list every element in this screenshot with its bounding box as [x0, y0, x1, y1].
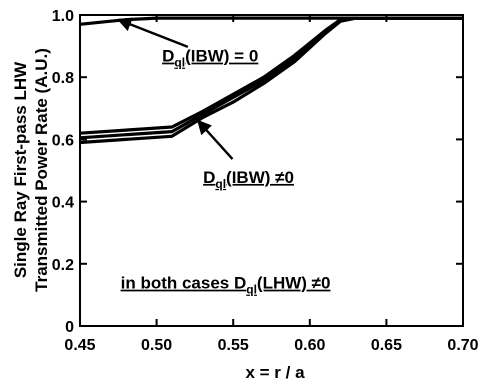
annotation-main: in both cases D	[121, 274, 247, 293]
plot-frame	[79, 14, 464, 327]
annotation-label-2: Dql(IBW) ≠0	[203, 168, 294, 191]
y-tick-label: 0.4	[52, 195, 74, 212]
annotation-label-1: Dql(IBW) = 0	[162, 47, 258, 70]
annotation-main: D	[203, 168, 215, 187]
y-axis-label-line1: Single Ray First-pass LHW	[11, 61, 30, 278]
annotation-subscript: ql	[246, 283, 257, 297]
series-line-2	[79, 16, 463, 145]
annotation-main: D	[162, 47, 174, 66]
annotation-label-3: in both cases Dql(LHW) ≠0	[121, 274, 331, 297]
annotation-arrow-1	[116, 17, 189, 49]
x-tick-label: 0.45	[64, 337, 95, 354]
annotation-arrow-2	[197, 119, 234, 160]
annotation-rest: (LHW) ≠0	[257, 274, 331, 293]
annotation-subscript: ql	[174, 56, 185, 70]
y-tick-label: 1.0	[52, 8, 74, 25]
x-axis-label: x = r / a	[245, 363, 305, 382]
axis-ticks: 0.45 0.50 0.55 0.60 0.65 0.70 0 0.2 0.4 0.6 0.8 1.0	[52, 8, 479, 354]
y-tick-label: 0	[65, 319, 74, 336]
annotation-subscript: ql	[215, 177, 226, 191]
annotation-rest: (IBW) ≠0	[226, 168, 294, 187]
x-tick-label: 0.60	[294, 337, 325, 354]
x-tick-label: 0.65	[371, 337, 402, 354]
y-tick-label: 0.8	[52, 70, 74, 87]
y-axis-label: Single Ray First-pass LHW Transmitted Po…	[11, 48, 51, 292]
y-axis-label-line2: Transmitted Power Rate (A.U.)	[32, 48, 51, 292]
series-group	[79, 16, 463, 145]
y-tick-label: 0.2	[52, 257, 74, 274]
x-tick-label: 0.55	[218, 337, 249, 354]
x-tick-label: 0.70	[447, 337, 478, 354]
y-tick-label: 0.6	[52, 132, 74, 149]
series-line-1	[79, 16, 463, 26]
annotation-rest: (IBW) = 0	[185, 47, 258, 66]
x-tick-label: 0.50	[141, 337, 172, 354]
series-line-4	[79, 16, 463, 135]
